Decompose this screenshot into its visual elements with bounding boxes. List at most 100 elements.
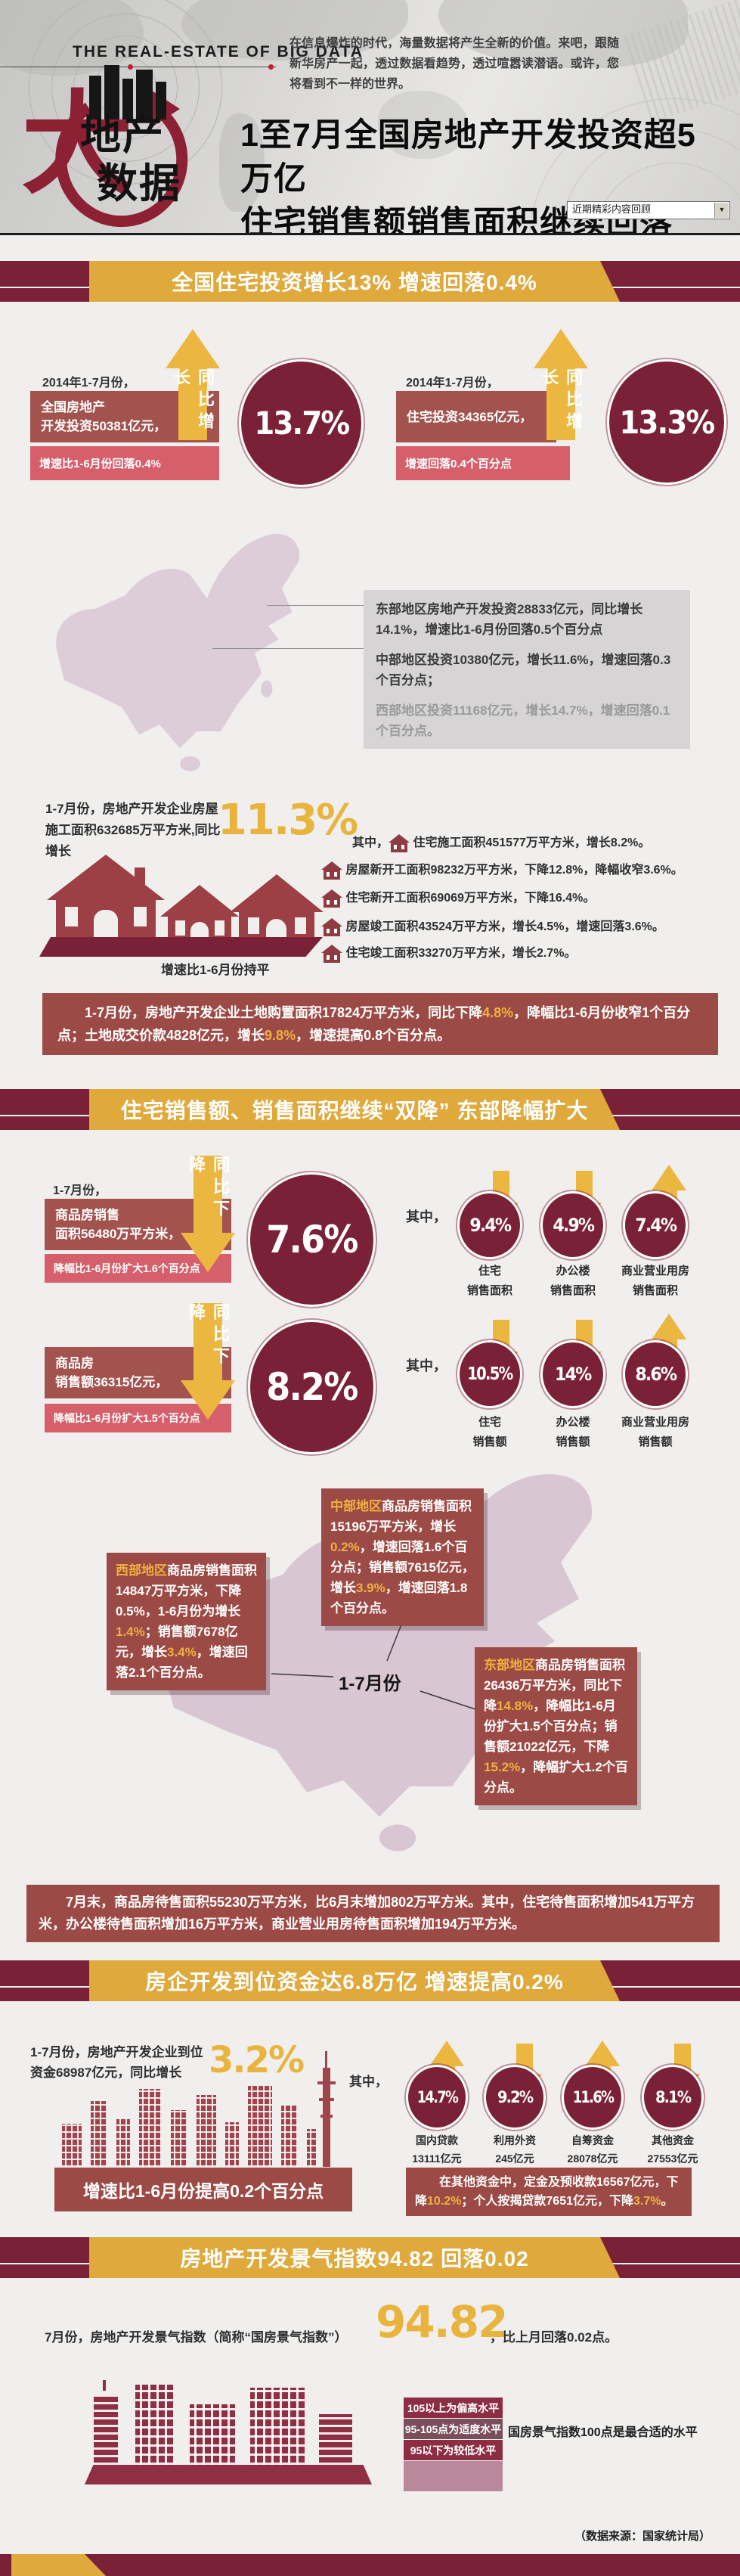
west-region-name: 西部地区 <box>116 1563 167 1578</box>
logo-word-shuju: 数据 <box>97 161 181 206</box>
logo-buildings-icon <box>122 79 133 119</box>
logo-buildings-icon <box>136 70 153 119</box>
headline-line1: 1至7月全国房地产开发投资超5万亿 <box>240 117 696 197</box>
office-value-label: 办公楼 销售额 <box>556 1416 590 1448</box>
pct-13-7: 13.7% <box>254 405 350 442</box>
residential-area-label: 住宅 销售面积 <box>466 1265 512 1297</box>
construction-item-text: 住宅竣工面积33270万平方米，增长2.7%。 <box>345 947 577 960</box>
west-region-callout: 西部地区商品房销售面积14847万平方米，下降0.5%，1-6月份为增长1.4%… <box>107 1553 266 1690</box>
china-map-1 <box>56 533 300 771</box>
sales-date-label: 1-7月份， <box>53 1184 107 1197</box>
east-region-investment: 东部地区房地产开发投资28833亿元，同比增长14.1%，增速比1-6月份回落0… <box>376 602 643 637</box>
construction-item-text: 住宅施工面积451577万平方米，增长8.2%。 <box>413 836 651 849</box>
land-purchase-box: 1-7月份，房地产开发企业土地购置面积17824万平方米，同比下降4.8%，降幅… <box>42 993 718 1055</box>
house-icon <box>321 917 342 936</box>
house-window <box>215 920 224 936</box>
map-period-label: 1-7月份 <box>339 1674 401 1694</box>
among-label: 其中， <box>349 2075 388 2089</box>
house-roof-icon <box>160 883 239 917</box>
residential-investment-note: 增速回落0.4个百分点 <box>396 446 570 480</box>
building <box>91 2391 121 2465</box>
building <box>278 2102 301 2167</box>
west-growth-pct: 1.4% <box>116 1625 145 1639</box>
land-purchase-text: 1-7月份，房地产开发企业土地购置面积17824万平方米，同比下降4.8%，降幅… <box>57 1005 691 1043</box>
section1-banner: 全国住宅投资增长13% 增速回落0.4% <box>89 261 620 302</box>
section1-title: 全国住宅投资增长13% 增速回落0.4% <box>172 271 537 294</box>
pct-7-4: 7.4% <box>635 1215 677 1236</box>
worldmap-decoration <box>219 113 265 212</box>
building <box>168 2106 190 2167</box>
pct-14: 14% <box>555 1364 592 1385</box>
logo-word-dichan: 地产 <box>80 113 165 158</box>
construction-pct: 11.3% <box>218 796 358 845</box>
yoy-growth-label: 同比增长 <box>540 368 583 434</box>
funding-note-box: 增速比1-6月份提高0.2个百分点 <box>54 2168 352 2211</box>
building <box>113 2114 133 2167</box>
house-window <box>134 907 147 926</box>
residential-area-circle: 9.4% <box>460 1193 520 1257</box>
index-tail: ，比上月回落0.02点。 <box>490 2330 618 2345</box>
city-illustration <box>85 2377 372 2484</box>
dropdown-selected-value: 近期精彩内容回顾 <box>572 203 652 215</box>
house-icon <box>321 944 342 963</box>
building <box>132 2380 178 2465</box>
domestic-loans-label: 国内贷款 13111亿元 <box>412 2134 462 2165</box>
english-title: THE REAL-ESTATE OF BIG DATA <box>73 43 364 61</box>
east-decline-pct: 14.8% <box>497 1699 534 1713</box>
construction-item: 住宅新开工面积69069万平方米，下降16.4%。 <box>321 887 595 908</box>
pct-8-6: 8.6% <box>635 1364 677 1385</box>
building <box>194 2091 219 2167</box>
logo-char-da: 大 <box>21 82 133 207</box>
residential-investment-line1: 住宅投资34365亿元， <box>407 409 533 424</box>
legend-high-level: 105以上为偏高水平 <box>404 2398 503 2418</box>
tower-illustration <box>317 2051 336 2167</box>
central-growth-pct: 0.2% <box>330 1540 360 1554</box>
regional-investment-box: 东部地区房地产开发投资28833亿元，同比增长14.1%，增速比1-6月份回落0… <box>364 590 690 749</box>
east-region-name: 东部地区 <box>484 1658 535 1672</box>
worldmap-decoration <box>0 0 144 76</box>
pct-9-4: 9.4% <box>469 1215 512 1236</box>
construction-item: 其中， 住宅施工面积451577万平方米，增长8.2%。 <box>352 832 650 852</box>
commercial-value-circle: 8.6% <box>625 1342 686 1406</box>
self-raised-funds-label: 自筹资金 28078亿元 <box>567 2134 618 2165</box>
residential-value-label: 住宅 销售额 <box>472 1416 507 1448</box>
among-label: 其中， <box>406 1358 447 1373</box>
recent-content-dropdown[interactable]: 近期精彩内容回顾 ▼ <box>567 201 730 219</box>
yoy-growth-label: 同比增长 <box>172 368 215 434</box>
construction-item-text: 房屋新开工面积98232万平方米，下降12.8%，降幅收窄3.6%。 <box>345 864 683 877</box>
funding-pct: 3.2% <box>209 2039 305 2081</box>
commercial-area-label: 商业营业用房 销售面积 <box>621 1265 689 1297</box>
index-intro: 7月份，房地产开发景气指数（简称“国房景气指数”） <box>45 2330 348 2345</box>
logo-buildings-icon <box>89 76 101 119</box>
legend-note: 国房景气指数100点是最合适的水平 <box>508 2426 698 2439</box>
construction-item-text: 住宅新开工面积69069万平方米，下降16.4%。 <box>345 892 596 905</box>
red-dot-decoration <box>268 64 274 70</box>
national-investment-line2: 开发投资50381亿元， <box>41 419 167 433</box>
houses-base <box>39 937 323 957</box>
residential-value-circle: 10.5% <box>460 1342 520 1406</box>
house-door <box>94 910 118 942</box>
index-value: 94.82 <box>376 2296 508 2348</box>
house-roof-icon <box>47 852 165 900</box>
legend-moderate-level: 95-105点为适度水平 <box>404 2419 503 2439</box>
other-funds-detail-text: 在其他资金中，定金及预收款16567亿元，下降10.2%；个人按揭贷款7651亿… <box>415 2176 679 2208</box>
legend-empty-swatch <box>404 2461 503 2491</box>
city-base <box>85 2465 372 2484</box>
pending-sales-box: 7月末，商品房待售面积55230万平方米，比6月末增加802万平方米。其中，住宅… <box>26 1885 720 1942</box>
land-price-growth-pct: 9.8% <box>265 1028 296 1043</box>
dropdown-arrow-icon[interactable]: ▼ <box>714 203 729 218</box>
building <box>246 2383 308 2465</box>
construction-item-text: 房屋竣工面积43524万平方米，增长4.5%，增速回落3.6%。 <box>345 920 664 933</box>
data-source: （数据来源：国家统计局） <box>574 2530 711 2543</box>
other-funds-label: 其他资金 27553亿元 <box>647 2134 698 2165</box>
header-divider <box>0 233 740 235</box>
footer-bar <box>0 2554 740 2576</box>
house-window <box>175 920 185 936</box>
residential-investment-pct-circle: 13.3% <box>609 362 724 483</box>
construction-item: 房屋竣工面积43524万平方米，增长4.5%，增速回落3.6%。 <box>321 916 664 936</box>
pct-11-6: 11.6% <box>572 2088 614 2106</box>
central-region-name: 中部地区 <box>330 1499 382 1513</box>
office-area-circle: 4.9% <box>543 1193 603 1257</box>
other-funds-detail-box: 在其他资金中，定金及预收款16567亿元，下降10.2%；个人按揭贷款7651亿… <box>406 2168 692 2216</box>
sales-area-pct-circle: 7.6% <box>250 1175 373 1305</box>
